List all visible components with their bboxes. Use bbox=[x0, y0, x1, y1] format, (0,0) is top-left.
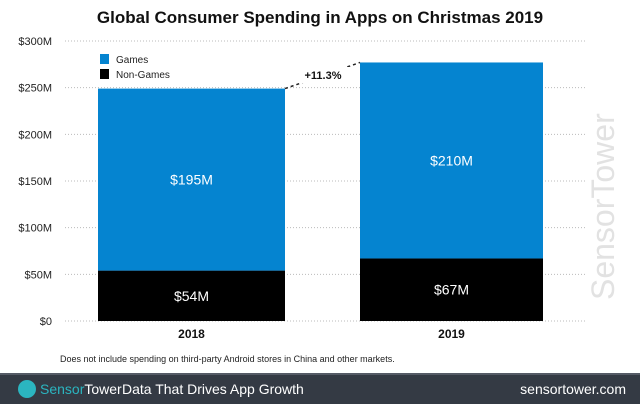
legend-swatch bbox=[100, 54, 109, 64]
brand-sensor: Sensor bbox=[40, 381, 85, 397]
growth-annotation: +11.3% bbox=[304, 70, 341, 82]
x-tick-label: 2018 bbox=[178, 327, 205, 341]
data-label: $67M bbox=[434, 282, 469, 298]
y-tick-label: $50M bbox=[24, 269, 52, 281]
brand-tower: Tower bbox=[84, 381, 122, 397]
x-tick-label: 2019 bbox=[438, 327, 465, 341]
footer-bar: Sensor Tower Data That Drives App Growth … bbox=[0, 373, 640, 404]
y-tick-label: $250M bbox=[18, 83, 52, 95]
sensortower-logo-icon bbox=[18, 380, 36, 398]
legend-label: Non-Games bbox=[116, 70, 170, 81]
y-tick-label: $100M bbox=[18, 223, 52, 235]
growth-connector bbox=[284, 61, 361, 90]
logo: Sensor Tower bbox=[18, 380, 122, 398]
y-tick-label: $0 bbox=[40, 316, 52, 328]
footnote: Does not include spending on third-party… bbox=[60, 354, 395, 364]
y-tick-label: $300M bbox=[18, 36, 52, 48]
bar-non-games-2018 bbox=[98, 270, 285, 321]
chart-title: Global Consumer Spending in Apps on Chri… bbox=[96, 8, 544, 27]
data-label: $54M bbox=[174, 288, 209, 304]
data-label: $195M bbox=[170, 172, 213, 188]
bar-non-games-2019 bbox=[360, 258, 543, 321]
legend-label: Games bbox=[116, 55, 148, 66]
tagline: Data That Drives App Growth bbox=[122, 381, 304, 397]
website-link[interactable]: sensortower.com bbox=[520, 381, 626, 397]
chart: $0 $50M $100M $150M $200M $250M $300M $54M $195M… bbox=[18, 36, 585, 341]
y-tick-label: $150M bbox=[18, 176, 52, 188]
data-label: $210M bbox=[430, 152, 473, 168]
annotation-bg bbox=[296, 67, 350, 83]
legend-swatch bbox=[100, 69, 109, 79]
bar-games-2018 bbox=[98, 88, 285, 271]
y-tick-label: $200M bbox=[18, 129, 52, 141]
bar-games-2019 bbox=[360, 62, 543, 259]
